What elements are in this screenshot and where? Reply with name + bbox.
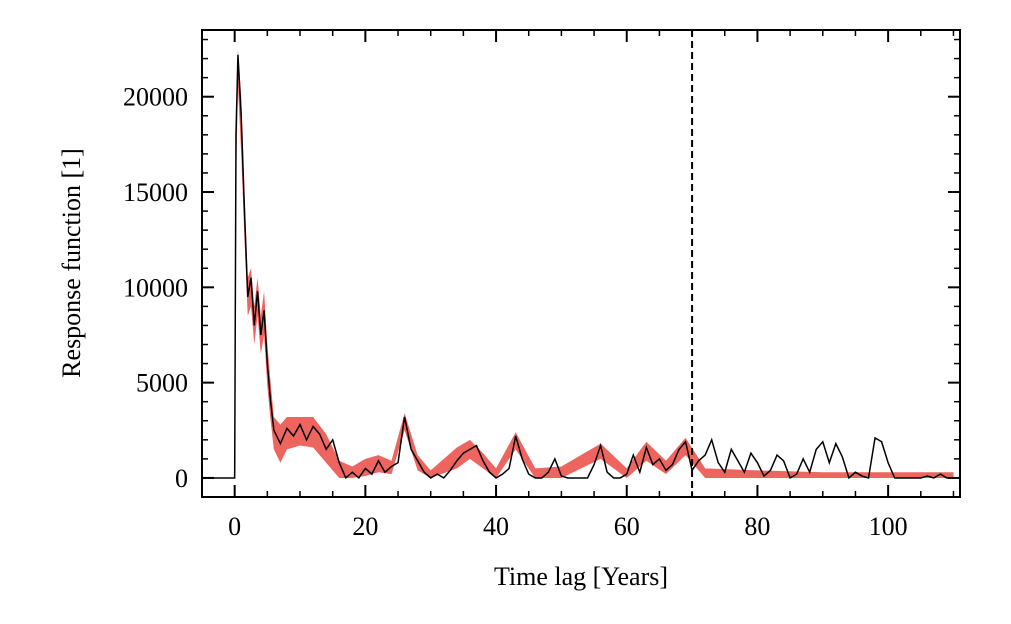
plot-frame [201,29,961,498]
x-tick-label: 0 [228,512,241,541]
uncertainty-band [234,49,954,478]
y-axis-label: Response function [1] [57,148,86,378]
y-tick-label: 10000 [123,273,188,302]
y-tick-label: 20000 [123,83,188,112]
y-tick-label: 5000 [136,369,188,398]
x-tick-label: 80 [744,512,770,541]
x-tick-label: 100 [869,512,908,541]
y-tick-label: 15000 [123,178,188,207]
x-tick-label: 40 [483,512,509,541]
x-axis-label: Time lag [Years] [494,562,668,591]
data-line [202,54,954,480]
x-tick-label: 20 [352,512,378,541]
y-tick-label: 0 [175,464,188,493]
x-tick-label: 60 [614,512,640,541]
